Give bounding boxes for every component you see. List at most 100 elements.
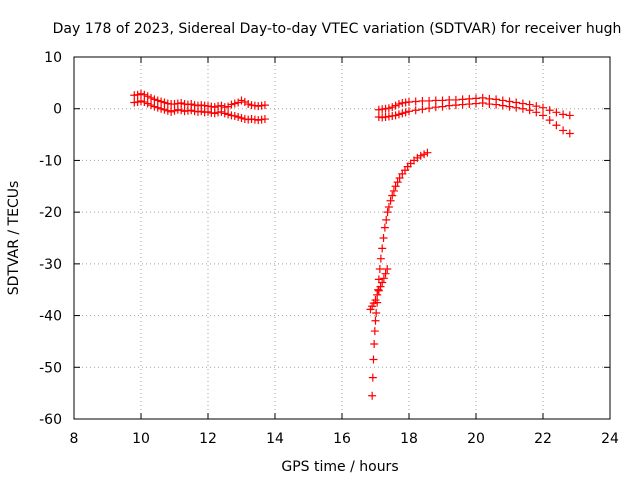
data-point: [260, 101, 269, 110]
data-point: [220, 109, 229, 118]
data-point: [381, 269, 390, 278]
data-point: [445, 101, 454, 110]
data-point: [163, 106, 172, 115]
data-point: [411, 97, 420, 106]
data-point: [227, 100, 236, 109]
data-point: [545, 106, 554, 115]
series-arc-2-upper: [374, 93, 574, 120]
data-point: [160, 105, 169, 114]
data-point: [133, 90, 142, 99]
data-point: [374, 286, 383, 295]
y-tick-label: -40: [39, 309, 62, 325]
data-point: [370, 327, 379, 336]
data-point: [140, 90, 149, 99]
data-point: [378, 278, 387, 287]
data-point: [391, 182, 400, 191]
data-point: [384, 202, 393, 211]
data-point: [237, 114, 246, 123]
data-point: [372, 308, 381, 317]
data-point: [388, 191, 397, 200]
data-point: [150, 102, 159, 111]
data-point: [368, 373, 377, 382]
data-point: [411, 106, 420, 115]
data-point: [170, 106, 179, 115]
data-point: [260, 115, 269, 124]
data-point: [153, 103, 162, 112]
chart-title: Day 178 of 2023, Sidereal Day-to-day VTE…: [53, 21, 622, 37]
data-point: [398, 109, 407, 118]
data-point: [391, 101, 400, 110]
data-point: [405, 107, 413, 116]
x-tick-label: 14: [266, 431, 284, 447]
data-point: [153, 96, 162, 105]
y-tick-label: -60: [39, 412, 62, 428]
data-point: [383, 265, 392, 274]
series-arc-2-lower: [374, 99, 574, 138]
data-point: [376, 254, 385, 263]
data-point: [230, 111, 239, 120]
data-point: [539, 111, 547, 120]
data-point: [383, 208, 392, 217]
data-point: [559, 126, 568, 135]
y-tick-label: 0: [53, 102, 62, 118]
x-axis-label: GPS time / hours: [281, 459, 398, 475]
data-point: [244, 100, 253, 109]
data-point: [565, 129, 574, 138]
x-tick-label: 16: [333, 431, 351, 447]
data-point: [418, 96, 427, 105]
data-point: [431, 96, 440, 105]
y-tick-label: -30: [39, 257, 62, 273]
data-point: [478, 99, 487, 108]
data-point: [394, 110, 403, 119]
data-point: [143, 92, 152, 101]
data-point: [375, 265, 384, 274]
data-point: [518, 104, 527, 113]
data-point: [160, 98, 169, 107]
x-tick-label: 18: [400, 431, 418, 447]
data-point: [393, 178, 402, 187]
data-point: [147, 93, 156, 102]
y-tick-label: -50: [39, 360, 62, 376]
data-point: [371, 316, 380, 325]
data-point: [498, 101, 507, 110]
axis-ticks: 8 10 12 14 16 18 20 22 24 10 0 -10 -20 -30 -40 -50 -60: [39, 50, 619, 447]
data-point: [431, 103, 440, 112]
x-tick-label: 10: [132, 431, 150, 447]
grid-lines: [74, 57, 610, 419]
data-point: [395, 174, 404, 183]
data-point: [378, 244, 387, 253]
data-point: [420, 150, 429, 159]
data-point: [545, 116, 554, 125]
data-point: [401, 108, 410, 117]
data-point: [217, 107, 226, 116]
data-point: [234, 112, 243, 121]
data-point: [425, 96, 434, 105]
data-point: [379, 234, 388, 242]
data-point: [559, 110, 568, 119]
data-point: [418, 105, 427, 114]
x-tick-label: 22: [534, 431, 552, 447]
data-point: [143, 99, 152, 108]
data-point: [388, 103, 397, 112]
data-point: [391, 111, 400, 120]
data-point: [230, 99, 239, 108]
data-point: [386, 196, 395, 205]
data-point: [379, 274, 388, 283]
y-tick-label: -10: [39, 153, 62, 169]
data-point: [384, 104, 393, 113]
data-point: [369, 355, 378, 364]
plot-frame: [73, 56, 611, 420]
data-point: [532, 108, 541, 117]
data-point: [485, 100, 494, 109]
data-point: [425, 104, 434, 113]
data-point: [382, 215, 391, 224]
data-point: [167, 107, 176, 116]
data-point: [405, 97, 413, 106]
data-point: [465, 100, 474, 109]
data-point: [552, 108, 561, 117]
y-axis-label: SDTVAR / TECUs: [6, 181, 22, 296]
data-point: [177, 99, 186, 108]
data-point: [140, 97, 149, 106]
data-point: [368, 391, 377, 400]
